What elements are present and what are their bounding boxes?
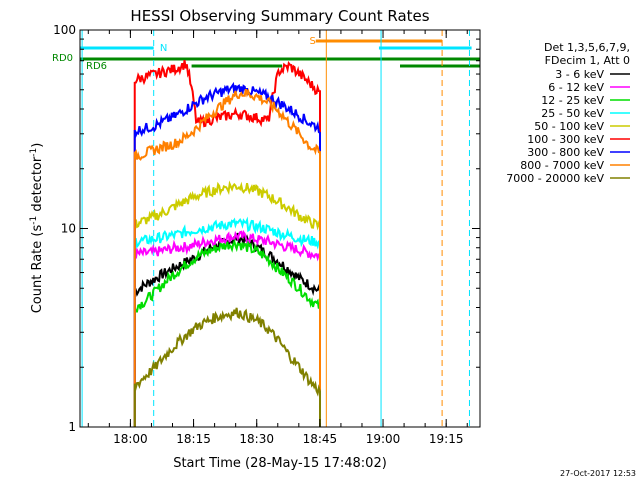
series-layer: [133, 60, 321, 427]
chart-title: HESSI Observing Summary Count Rates: [130, 7, 429, 25]
legend-label: 7000 - 20000 keV: [506, 172, 604, 185]
series-line: [133, 81, 321, 427]
series-line: [133, 229, 321, 427]
legend-header-2: FDecim 1, Att 0: [545, 54, 630, 67]
y-axis-label: Count Rate (s-1 detector-1): [29, 143, 45, 314]
y-axis: 1 10 100: [53, 23, 480, 434]
flags-layer: N S RD0 RD6: [52, 36, 480, 72]
legend-label: 12 - 25 keV: [541, 94, 604, 107]
legend-label: 50 - 100 keV: [534, 120, 604, 133]
series-line: [133, 238, 321, 427]
series-line: [133, 87, 321, 427]
legend-label: 100 - 300 keV: [527, 133, 604, 146]
legend-label: 800 - 7000 keV: [520, 159, 604, 172]
legend-label: 25 - 50 keV: [541, 107, 604, 120]
y-axis-label-main: Count Rate (s: [30, 225, 45, 314]
y-axis-label-mid: detector: [30, 156, 45, 216]
y-axis-label-sup2: -1: [29, 148, 39, 157]
x-tick-label: 19:00: [366, 432, 401, 446]
legend-label: 6 - 12 keV: [548, 81, 604, 94]
x-tick-label: 18:15: [176, 432, 211, 446]
y-axis-label-end: ): [30, 143, 45, 148]
legend-label: 300 - 800 keV: [527, 146, 604, 159]
x-axis: 18:00 18:15 18:30 18:45 19:00 19:15: [87, 30, 468, 446]
plot-frame: [79, 29, 481, 428]
y-axis-label-sup1: -1: [29, 216, 39, 225]
x-tick-label: 19:15: [429, 432, 464, 446]
x-tick-label: 18:45: [303, 432, 338, 446]
x-tick-label: 18:30: [239, 432, 274, 446]
y-tick-label: 100: [53, 23, 76, 37]
timestamp: 27-Oct-2017 12:53: [560, 469, 636, 478]
series-line: [133, 180, 321, 427]
flag-rd0-label: RD0: [52, 53, 73, 64]
flag-n-label: N: [160, 43, 167, 54]
flag-s-label: S: [309, 36, 315, 47]
series-line: [133, 232, 321, 427]
legend-label: 3 - 6 keV: [555, 68, 604, 81]
series-line: [133, 216, 321, 427]
y-tick-label: 1: [68, 420, 76, 434]
series-line: [133, 60, 321, 427]
legend: Det 1,3,5,6,7,9, FDecim 1, Att 0 3 - 6 k…: [506, 41, 630, 185]
x-axis-label: Start Time (28-May-15 17:48:02): [173, 456, 387, 471]
legend-header-1: Det 1,3,5,6,7,9,: [544, 41, 630, 54]
y-tick-label: 10: [61, 222, 76, 236]
x-tick-label: 18:00: [113, 432, 148, 446]
series-line: [133, 307, 321, 427]
flag-rd6-label: RD6: [86, 61, 107, 72]
